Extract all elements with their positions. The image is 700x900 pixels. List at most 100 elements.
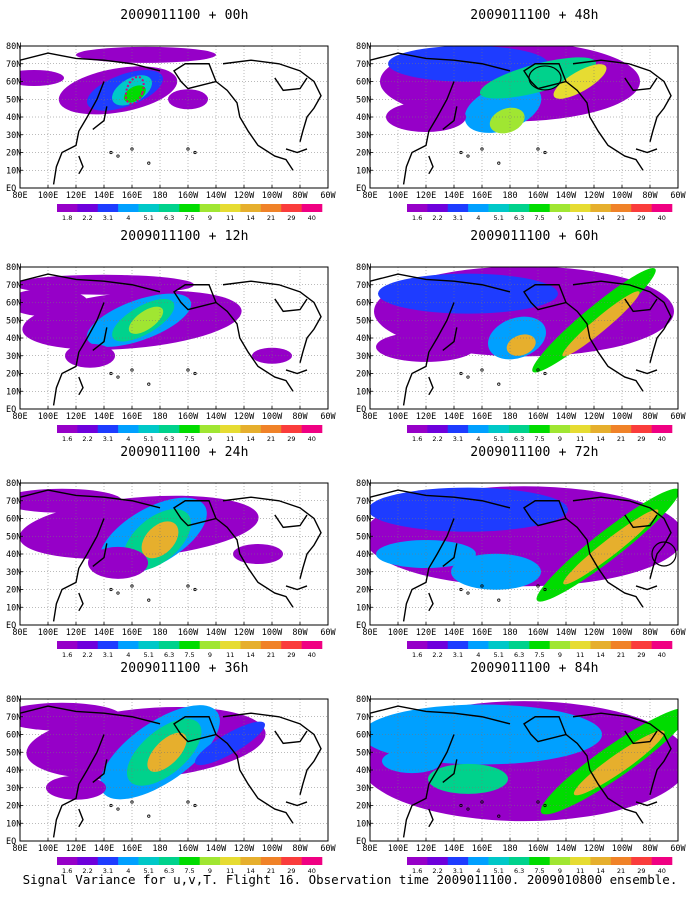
- colorbar-label: 3.1: [453, 214, 463, 222]
- lat-tick-label: 20N: [6, 802, 21, 812]
- colorbar-swatch: [427, 641, 449, 649]
- lon-tick-label: 60W: [670, 628, 686, 638]
- lon-tick-label: 120E: [66, 628, 86, 638]
- lat-tick-label: 10N: [6, 819, 21, 829]
- grid-lines: [370, 483, 678, 625]
- colorbar-label: 21: [267, 435, 275, 443]
- lat-tick-label: 80N: [6, 42, 21, 52]
- colorbar-label: 3.1: [103, 435, 113, 443]
- colorbar-label: 29: [637, 867, 645, 875]
- lat-tick-label: 50N: [6, 748, 21, 758]
- colorbar-label: 21: [617, 867, 625, 875]
- colorbar-swatch: [118, 204, 139, 212]
- colorbar-swatch: [529, 857, 550, 865]
- variance-field: [374, 267, 674, 373]
- colorbar-label: 11: [226, 435, 234, 443]
- lon-tick-label: 140E: [94, 191, 114, 201]
- lat-tick-label: 60N: [6, 731, 21, 741]
- lon-tick-label: 160W: [178, 844, 199, 854]
- colorbar-swatch: [97, 641, 119, 649]
- lon-tick-label: 180: [502, 191, 517, 201]
- lat-tick-label: EQ: [356, 184, 366, 194]
- colorbar-swatch: [610, 204, 632, 212]
- colorbar-label: 2.2: [432, 435, 442, 443]
- colorbar-label: 6.3: [514, 867, 524, 875]
- colorbar-label: 40: [308, 214, 316, 222]
- colorbar-label: 2.2: [432, 651, 442, 659]
- lat-tick-label: 40N: [356, 334, 371, 344]
- colorbar-label: 1.6: [62, 651, 72, 659]
- colorbar-swatch: [57, 857, 78, 865]
- lon-tick-label: 140E: [94, 844, 114, 854]
- colorbar-swatch: [488, 641, 510, 649]
- colorbar-label: 1.6: [62, 867, 72, 875]
- colorbar-swatch: [651, 641, 673, 649]
- lon-tick-label: 160W: [178, 628, 199, 638]
- colorbar-swatch: [508, 641, 530, 649]
- lon-tick-label: 100E: [38, 191, 58, 201]
- colorbar-swatch: [57, 204, 78, 212]
- colorbar-label: 9: [208, 435, 212, 443]
- lon-tick-label: 100W: [262, 412, 283, 422]
- lat-tick-label: 40N: [6, 766, 21, 776]
- colorbar-swatch: [590, 425, 612, 433]
- lon-tick-label: 60W: [670, 191, 686, 201]
- lon-tick-label: 100E: [388, 191, 408, 201]
- colorbar-swatch: [118, 425, 139, 433]
- colorbar-label: 5.1: [494, 214, 504, 222]
- grid-lines: [370, 699, 678, 841]
- colorbar-label: 1.6: [412, 435, 422, 443]
- lat-tick-label: 40N: [356, 550, 371, 560]
- lat-tick-label: 50N: [6, 95, 21, 105]
- lat-tick-label: 60N: [356, 299, 371, 309]
- colorbar-label: 4: [126, 867, 130, 875]
- lon-tick-label: 120E: [416, 191, 436, 201]
- colorbar-swatch: [138, 204, 160, 212]
- colorbar-swatch: [220, 204, 241, 212]
- lat-tick-label: 50N: [356, 532, 371, 542]
- lon-tick-label: 100W: [612, 628, 633, 638]
- colorbar-swatch: [508, 425, 530, 433]
- colorbar-label: 7.5: [184, 867, 194, 875]
- lon-tick-label: 140W: [206, 628, 227, 638]
- colorbar-swatch: [240, 857, 262, 865]
- panel-title: 2009011100 + 72h: [470, 445, 599, 460]
- lat-tick-label: 50N: [6, 532, 21, 542]
- lon-tick-label: 140W: [556, 191, 577, 201]
- colorbar-swatch: [281, 425, 302, 433]
- coastlines: [370, 52, 672, 185]
- panel-title: 2009011100 + 12h: [120, 229, 249, 244]
- lon-tick-label: 100W: [612, 412, 633, 422]
- colorbar-label: 11: [576, 214, 584, 222]
- colorbar-label: 4: [126, 214, 130, 222]
- colorbar: 1.8 2.2 3.1 4 5.1 6.3 7.5 9 11 14 21 29 40: [57, 204, 323, 222]
- lon-tick-label: 160W: [528, 628, 549, 638]
- lon-tick-label: 100E: [38, 412, 58, 422]
- lon-tick-label: 160E: [472, 191, 492, 201]
- lon-tick-label: 80W: [642, 191, 658, 201]
- colorbar-label: 40: [308, 651, 316, 659]
- lat-tick-label: 60N: [356, 515, 371, 525]
- colorbar-swatch: [407, 857, 428, 865]
- lat-tick-label: 60N: [356, 78, 371, 88]
- colorbar-swatch: [97, 857, 119, 865]
- colorbar-swatch: [301, 641, 323, 649]
- colorbar-swatch: [590, 641, 612, 649]
- colorbar-swatch: [529, 204, 550, 212]
- lat-tick-label: 60N: [6, 299, 21, 309]
- lon-tick-label: 80W: [292, 628, 308, 638]
- colorbar-label: 6.3: [514, 214, 524, 222]
- colorbar-swatch: [631, 857, 652, 865]
- lat-tick-label: 70N: [6, 281, 21, 291]
- lon-tick-label: 100E: [38, 844, 58, 854]
- grid-lines: [370, 46, 678, 188]
- lon-tick-label: 80E: [362, 191, 377, 201]
- lat-tick-label: 30N: [6, 568, 21, 578]
- colorbar-swatch: [549, 857, 571, 865]
- grid-lines: [20, 267, 328, 409]
- colorbar: 1.6 2.2 3.1 4 5.1 6.3 7.5 9 11 14 21 29 40: [407, 204, 673, 222]
- colorbar-label: 29: [637, 651, 645, 659]
- lon-tick-label: 140W: [556, 844, 577, 854]
